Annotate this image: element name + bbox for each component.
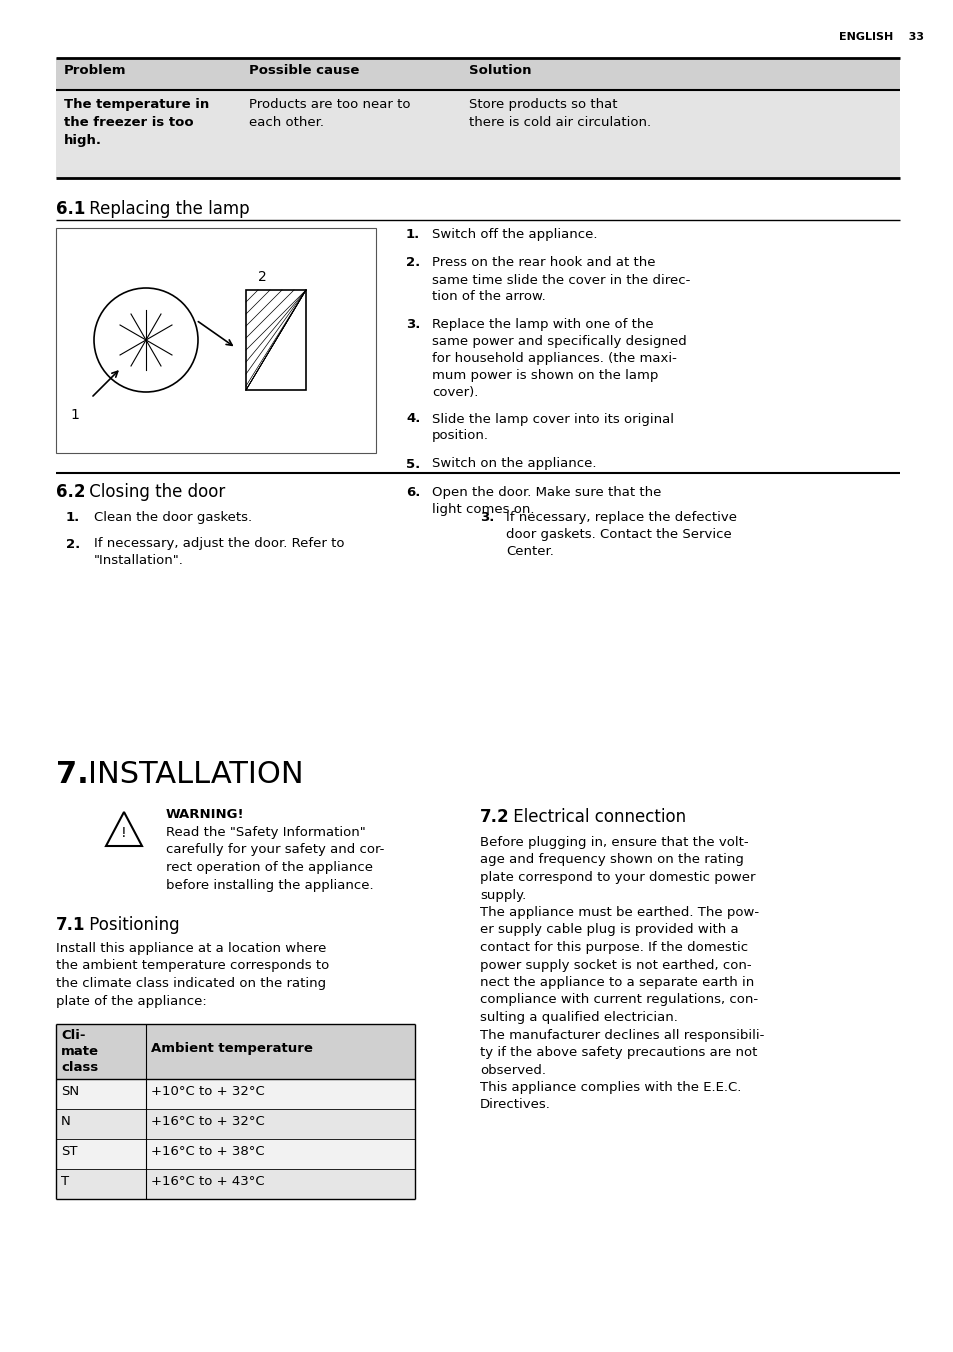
- Text: Electrical connection: Electrical connection: [507, 808, 685, 826]
- FancyBboxPatch shape: [56, 58, 899, 178]
- Text: Cli-
mate
class: Cli- mate class: [61, 1029, 99, 1073]
- Text: Clean the door gaskets.: Clean the door gaskets.: [94, 511, 252, 525]
- Text: 2: 2: [257, 270, 267, 284]
- FancyBboxPatch shape: [56, 1023, 415, 1079]
- Text: 6.1: 6.1: [56, 200, 85, 218]
- Text: ST: ST: [61, 1145, 77, 1159]
- Text: 6.2: 6.2: [56, 483, 86, 502]
- FancyBboxPatch shape: [56, 1109, 415, 1138]
- Text: 1.: 1.: [66, 511, 80, 525]
- Text: If necessary, adjust the door. Refer to
"Installation".: If necessary, adjust the door. Refer to …: [94, 538, 344, 568]
- Text: +16°C to + 38°C: +16°C to + 38°C: [151, 1145, 264, 1159]
- Text: Products are too near to
each other.: Products are too near to each other.: [249, 97, 410, 128]
- Text: Open the door. Make sure that the
light comes on.: Open the door. Make sure that the light …: [432, 485, 660, 516]
- Text: Store products so that
there is cold air circulation.: Store products so that there is cold air…: [469, 97, 651, 128]
- Text: T: T: [61, 1175, 69, 1188]
- Text: +16°C to + 32°C: +16°C to + 32°C: [151, 1115, 265, 1128]
- Text: Possible cause: Possible cause: [249, 64, 359, 77]
- Text: Ambient temperature: Ambient temperature: [151, 1042, 313, 1055]
- FancyBboxPatch shape: [56, 1169, 415, 1199]
- Text: Switch on the appliance.: Switch on the appliance.: [432, 457, 596, 470]
- Text: +10°C to + 32°C: +10°C to + 32°C: [151, 1086, 265, 1098]
- FancyBboxPatch shape: [246, 289, 306, 389]
- Text: If necessary, replace the defective
door gaskets. Contact the Service
Center.: If necessary, replace the defective door…: [505, 511, 737, 558]
- Text: 7.1: 7.1: [56, 917, 86, 934]
- Text: Closing the door: Closing the door: [84, 483, 225, 502]
- Text: The temperature in
the freezer is too
high.: The temperature in the freezer is too hi…: [64, 97, 209, 147]
- FancyBboxPatch shape: [56, 58, 899, 91]
- Text: 4.: 4.: [406, 412, 420, 426]
- Text: 6.: 6.: [406, 485, 420, 499]
- Text: 5.: 5.: [406, 457, 420, 470]
- FancyBboxPatch shape: [56, 1138, 415, 1169]
- Text: 1: 1: [70, 408, 79, 422]
- Text: N: N: [61, 1115, 71, 1128]
- Text: 7.: 7.: [56, 760, 89, 790]
- Text: 7.2: 7.2: [479, 808, 509, 826]
- Text: Switch off the appliance.: Switch off the appliance.: [432, 228, 597, 241]
- Text: 2.: 2.: [406, 257, 420, 269]
- Text: INSTALLATION: INSTALLATION: [88, 760, 303, 790]
- Text: 1.: 1.: [406, 228, 420, 241]
- Text: Positioning: Positioning: [84, 917, 179, 934]
- Text: Press on the rear hook and at the
same time slide the cover in the direc-
tion o: Press on the rear hook and at the same t…: [432, 257, 690, 303]
- Text: Solution: Solution: [469, 64, 531, 77]
- Text: 2.: 2.: [66, 538, 80, 550]
- Text: Replacing the lamp: Replacing the lamp: [84, 200, 250, 218]
- Text: +16°C to + 43°C: +16°C to + 43°C: [151, 1175, 264, 1188]
- Text: 3.: 3.: [406, 318, 420, 331]
- FancyBboxPatch shape: [56, 228, 375, 453]
- Text: ENGLISH    33: ENGLISH 33: [838, 32, 923, 42]
- FancyBboxPatch shape: [56, 1079, 415, 1109]
- Text: !: !: [121, 826, 127, 840]
- Text: WARNING!: WARNING!: [166, 808, 244, 821]
- Text: Replace the lamp with one of the
same power and specifically designed
for househ: Replace the lamp with one of the same po…: [432, 318, 686, 399]
- Text: Before plugging in, ensure that the volt-
age and frequency shown on the rating
: Before plugging in, ensure that the volt…: [479, 836, 763, 1111]
- Text: Problem: Problem: [64, 64, 127, 77]
- Text: 3.: 3.: [479, 511, 494, 525]
- Text: Install this appliance at a location where
the ambient temperature corresponds t: Install this appliance at a location whe…: [56, 942, 329, 1007]
- Text: Read the "Safety Information"
carefully for your safety and cor-
rect operation : Read the "Safety Information" carefully …: [166, 826, 384, 891]
- Text: Slide the lamp cover into its original
position.: Slide the lamp cover into its original p…: [432, 412, 673, 442]
- Text: SN: SN: [61, 1086, 79, 1098]
